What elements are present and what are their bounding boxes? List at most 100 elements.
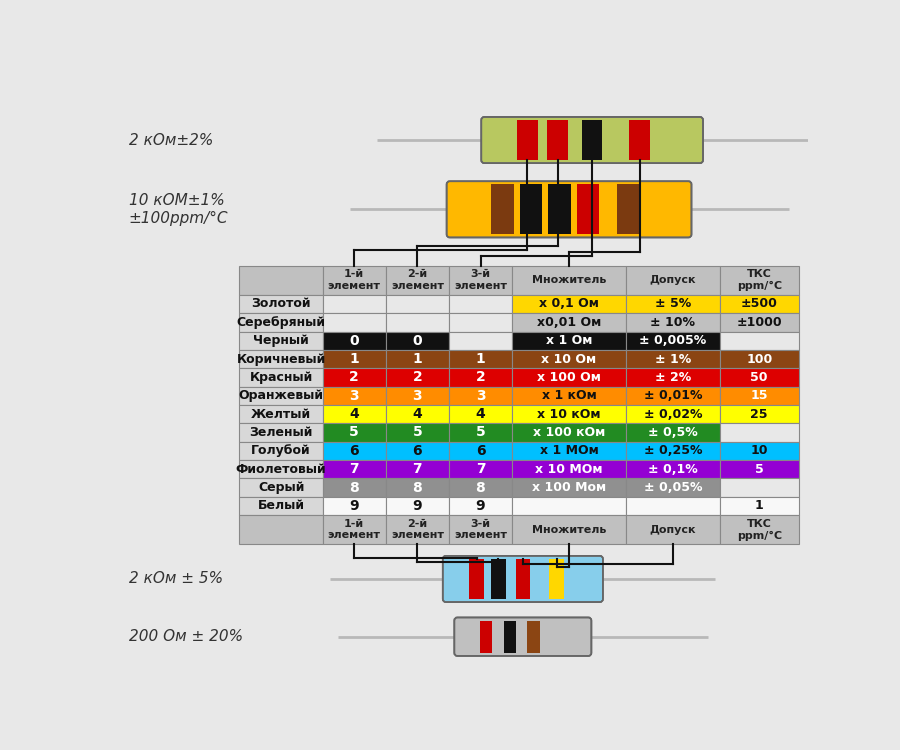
Text: 2 кОм ± 5%: 2 кОм ± 5% [129,572,222,586]
Text: Допуск: Допуск [650,275,697,285]
Bar [626,314,720,332]
Bar [720,460,798,478]
Bar [386,442,449,460]
Bar [516,559,530,599]
Bar [449,460,512,478]
Bar [239,314,322,332]
Text: х 10 Ом: х 10 Ом [542,352,597,365]
Text: ± 0,05%: ± 0,05% [644,481,702,494]
Text: ± 0,5%: ± 0,5% [648,426,698,439]
Bar [449,478,512,496]
Bar [239,295,322,314]
Bar [386,368,449,386]
Bar [512,314,626,332]
Text: х 100 Ом: х 100 Ом [537,371,601,384]
Bar [512,368,626,386]
Bar [449,442,512,460]
Text: 1: 1 [475,352,485,366]
Bar [322,496,386,515]
Text: Белый: Белый [257,500,304,512]
Bar [491,184,514,234]
Bar [322,350,386,368]
Bar [626,350,720,368]
Text: 8: 8 [349,481,359,494]
Text: х 0,1 Ом: х 0,1 Ом [539,298,599,310]
Bar [469,559,484,599]
Bar [449,386,512,405]
Bar [449,295,512,314]
Bar [322,332,386,350]
Bar [449,332,512,350]
Text: 1-й
элемент: 1-й элемент [328,269,381,291]
Bar [239,515,322,544]
Text: х 100 кОм: х 100 кОм [533,426,605,439]
Text: х 1 Ом: х 1 Ом [546,334,592,347]
Text: 5: 5 [755,463,763,476]
Bar [386,460,449,478]
Bar [720,423,798,442]
Text: Серый: Серый [258,481,304,494]
Text: 1: 1 [412,352,422,366]
Text: 1-й
элемент: 1-й элемент [328,519,381,541]
Text: ± 0,01%: ± 0,01% [644,389,702,402]
Text: 7: 7 [476,462,485,476]
Bar [386,332,449,350]
Text: 9: 9 [476,499,485,513]
Text: ± 10%: ± 10% [651,316,696,328]
Text: 5: 5 [412,425,422,439]
Text: 7: 7 [349,462,359,476]
Bar [549,559,564,599]
Bar [577,184,599,234]
Text: х0,01 Ом: х0,01 Ом [537,316,601,328]
Text: 4: 4 [412,407,422,421]
Bar [386,496,449,515]
Bar [322,460,386,478]
Bar [239,386,322,405]
Bar [449,266,512,295]
Text: ±1000: ±1000 [736,316,782,328]
Bar [239,442,322,460]
Bar [512,295,626,314]
Bar [720,368,798,386]
Text: 9: 9 [349,499,359,513]
Text: ± 0,005%: ± 0,005% [639,334,706,347]
Bar [626,332,720,350]
Text: Допуск: Допуск [650,525,697,535]
Text: Голубой: Голубой [251,444,310,458]
Bar [512,423,626,442]
Bar [239,350,322,368]
Text: 10 кОМ±1%
±100ppm/°С: 10 кОМ±1% ±100ppm/°С [129,194,228,226]
Text: Красный: Красный [249,371,312,384]
Bar [617,184,640,234]
Bar [503,620,516,652]
Bar [239,266,322,295]
Text: 3: 3 [349,388,359,403]
Text: 2-й
элемент: 2-й элемент [391,519,444,541]
Text: 3: 3 [412,388,422,403]
Text: х 10 МОм: х 10 МОм [536,463,603,476]
Text: 25: 25 [751,407,768,421]
Text: х 1 МОм: х 1 МОм [540,444,598,458]
Bar [626,460,720,478]
Text: 9: 9 [412,499,422,513]
Text: х 100 Мом: х 100 Мом [532,481,606,494]
Bar [322,295,386,314]
Bar [480,620,492,652]
Bar [449,405,512,423]
Text: Серебряный: Серебряный [237,316,326,328]
Text: 2-й
элемент: 2-й элемент [391,269,444,291]
Text: 2: 2 [412,370,422,385]
Bar [512,332,626,350]
Text: Желтый: Желтый [251,407,311,421]
Text: х 10 кОм: х 10 кОм [537,407,601,421]
Bar [518,120,537,160]
Text: 2 кОм±2%: 2 кОм±2% [129,133,213,148]
Bar [720,266,798,295]
Bar [386,386,449,405]
Bar [626,405,720,423]
Text: х 1 кОм: х 1 кОм [542,389,597,402]
Text: 8: 8 [475,481,485,494]
Bar [720,386,798,405]
Bar [720,295,798,314]
Bar [386,266,449,295]
